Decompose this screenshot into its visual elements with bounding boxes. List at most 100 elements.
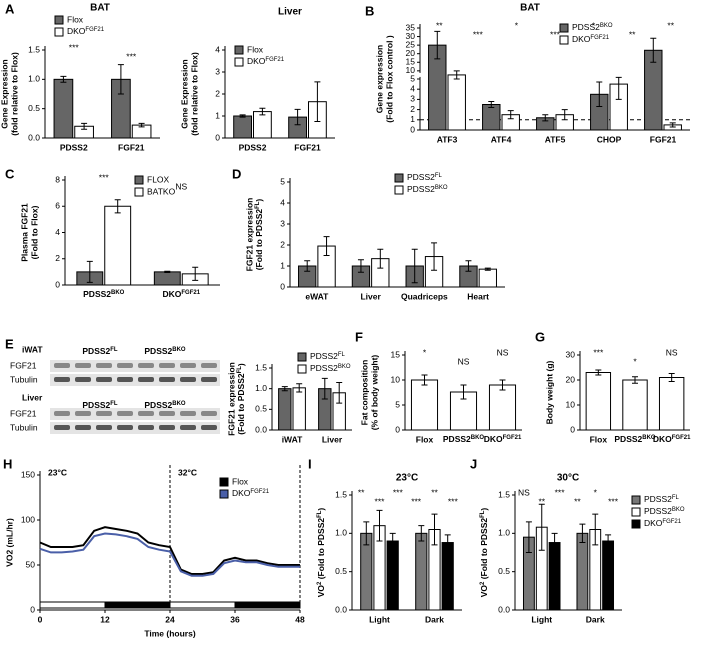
x-axis-label: Time (hours) xyxy=(144,628,195,638)
error-bar xyxy=(281,386,288,392)
y-tick-label: 4 xyxy=(410,83,415,93)
y-tick-label: 30 xyxy=(566,349,576,359)
y-axis-label: Fat composition xyxy=(359,360,369,426)
y-tick-label: 1.5 xyxy=(335,489,347,499)
legend-label-part: DKO xyxy=(644,518,663,528)
significance-label: ** xyxy=(667,20,674,30)
blot-strip xyxy=(50,360,220,372)
panel-letter: H xyxy=(3,456,12,471)
legend-swatch xyxy=(394,185,404,195)
x-tick-label: PDSS2 xyxy=(239,142,267,152)
y-axis-label-part: ) xyxy=(254,199,264,202)
x-tick-label: ATF4 xyxy=(491,134,512,144)
y-tick-label: 1.0 xyxy=(28,74,40,84)
error-bar xyxy=(138,122,145,128)
legend-label-part: BKO xyxy=(338,364,351,370)
error-bar xyxy=(114,199,121,214)
y-tick-label: 15 xyxy=(406,57,416,67)
significance-label: *** xyxy=(69,42,80,52)
bar xyxy=(410,379,439,431)
y-axis-label-part: FL xyxy=(237,366,243,374)
blot-band xyxy=(75,425,91,430)
y-axis-label: VO2 (Fold to PDSS2FL) xyxy=(479,508,489,598)
y-tick-label: 5 xyxy=(280,176,285,186)
significance-label: *** xyxy=(608,496,619,506)
chart-title: BAT xyxy=(520,3,540,14)
x-tick-label: Liver xyxy=(360,291,381,301)
bar xyxy=(585,372,612,431)
blot-strip xyxy=(50,422,220,434)
y-tick-label: 0 xyxy=(395,424,400,434)
y-tick-label: 2 xyxy=(280,239,285,249)
y-tick-label: 0 xyxy=(30,604,35,614)
bar xyxy=(482,104,501,131)
y-axis-label-part: (Fold to PDSS2 xyxy=(479,518,489,582)
blot-band xyxy=(117,377,133,382)
y-axis-label-part: FL xyxy=(255,201,261,209)
x-tick-label: ATF5 xyxy=(545,134,566,144)
legend-swatch xyxy=(631,495,641,505)
y-tick-label: 2 xyxy=(55,253,60,263)
blot-band xyxy=(75,377,91,382)
x-tick-label-part: PDSS2 xyxy=(443,434,471,444)
y-axis-label-part: 2 xyxy=(317,581,323,585)
error-bar xyxy=(615,76,622,100)
significance-label: ** xyxy=(431,487,438,497)
panel-letter: C xyxy=(5,166,15,181)
error-bar xyxy=(336,381,343,404)
legend-label: DKOFGF21 xyxy=(247,56,285,66)
error-bar xyxy=(363,521,370,546)
group-label-part: FL xyxy=(110,347,118,353)
legend-label-part: DKO xyxy=(232,488,251,498)
error-bar xyxy=(81,122,88,130)
y-tick-label: 10 xyxy=(406,65,416,75)
y-tick-label: 6 xyxy=(55,201,60,211)
x-tick-label: 48 xyxy=(295,614,305,624)
y-axis-label: (% of body weight) xyxy=(369,355,379,431)
x-tick-label-part: FGF21 xyxy=(503,435,522,441)
legend-label: PDSS2FL xyxy=(644,494,680,504)
y-tick-label: 5 xyxy=(410,73,415,83)
group-label-part: PDSS2 xyxy=(82,400,110,410)
x-tick-label-part: DKO xyxy=(162,289,181,299)
legend-swatch xyxy=(234,45,244,55)
y-axis-label: Body weight (g) xyxy=(544,360,554,424)
x-tick-label-part: BKO xyxy=(471,435,485,441)
panel-letter: I xyxy=(308,456,312,471)
error-bar xyxy=(453,70,460,80)
y-axis-label-part: (Fold to PDSS2 xyxy=(316,518,326,582)
group-label-part: PDSS2 xyxy=(144,400,172,410)
blot-band xyxy=(54,411,70,416)
legend-label-part: BKO xyxy=(435,185,448,191)
blot-band xyxy=(159,363,175,368)
group-label-part: FL xyxy=(110,401,118,407)
y-axis-label: VO2 (mL/hr) xyxy=(4,518,14,567)
legend-label-part: FGF21 xyxy=(250,489,269,495)
blot-band xyxy=(159,425,175,430)
blot-band xyxy=(138,377,154,382)
legend-label-part: FGF21 xyxy=(265,57,284,63)
x-tick-label: CHOP xyxy=(597,134,622,144)
y-tick-label: 0 xyxy=(280,281,285,291)
temperature-label: 23°C xyxy=(48,467,67,477)
error-bar xyxy=(376,509,383,542)
y-axis-label-part: (Fold to PDSS2 xyxy=(236,373,246,435)
y-tick-label: 0 xyxy=(55,279,60,289)
y-axis-label-part: ) xyxy=(236,363,246,366)
significance-label: ** xyxy=(538,496,545,506)
legend-label-part: FL xyxy=(338,352,346,358)
bar xyxy=(658,377,685,431)
x-tick-label: ATF3 xyxy=(437,134,458,144)
blot-band xyxy=(54,363,70,368)
y-tick-label: 3 xyxy=(280,218,285,228)
y-tick-label: 3 xyxy=(215,66,220,76)
significance-label: ** xyxy=(629,29,636,39)
significance-label: *** xyxy=(99,172,110,182)
x-tick-label: Quadriceps xyxy=(401,291,448,301)
error-bar xyxy=(444,534,451,551)
y-tick-label: 0.0 xyxy=(335,604,347,614)
legend-label-part: PDSS2 xyxy=(407,172,435,182)
line-series xyxy=(39,526,300,575)
error-bar xyxy=(421,374,428,386)
